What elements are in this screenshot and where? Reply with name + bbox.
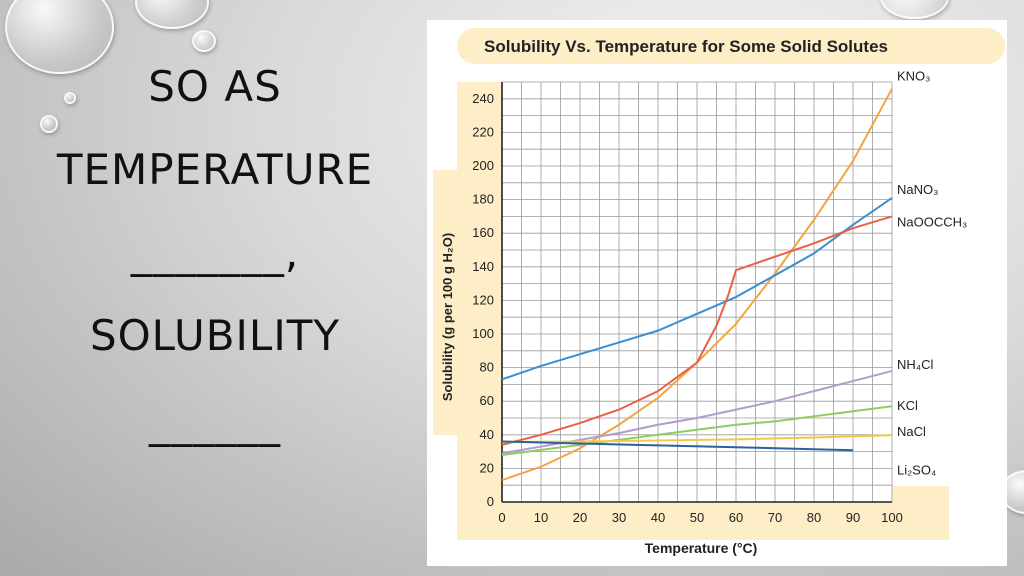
y-tick-label: 120	[472, 292, 494, 307]
decorative-bubble	[192, 30, 216, 52]
series-label: NaOOCCH₃	[897, 214, 967, 229]
decorative-bubble	[64, 92, 76, 104]
y-tick-label: 160	[472, 225, 494, 240]
series-label: NaCl	[897, 424, 926, 439]
x-tick-labels: 0 10 20 30 40 50 60 70 80 90 100	[498, 510, 902, 525]
series-label: KCl	[897, 398, 918, 413]
x-axis-label: Temperature (°C)	[645, 540, 758, 556]
y-tick-labels: 0 20 40 60 80 100 120 140 160 180 200 220 240	[472, 91, 494, 509]
y-tick-label: 0	[487, 494, 494, 509]
chart-title: Solubility Vs. Temperature for Some Soli…	[484, 37, 888, 56]
decorative-bubble	[40, 115, 58, 133]
y-tick-label: 20	[480, 460, 494, 475]
ylabel-band	[433, 170, 461, 435]
series-line	[501, 197, 893, 381]
x-tick-label: 80	[807, 510, 821, 525]
title-banner	[457, 28, 1005, 64]
series-lines	[501, 88, 893, 482]
decorative-bubble	[135, 0, 209, 29]
y-tick-label: 240	[472, 91, 494, 106]
x-tick-label: 50	[690, 510, 704, 525]
y-tick-label: 220	[472, 124, 494, 139]
y-tick-label: 60	[480, 393, 494, 408]
series-line	[501, 440, 854, 452]
series-line	[501, 434, 893, 444]
series-label: NaNO₃	[897, 182, 938, 197]
chart-panel: Solubility Vs. Temperature for Some Soli…	[427, 20, 1007, 566]
x-tick-label: 10	[534, 510, 548, 525]
x-tick-label: 60	[729, 510, 743, 525]
decorative-bubble	[880, 0, 949, 19]
y-tick-label: 180	[472, 192, 494, 207]
slide-line-4: SOLUBILITY	[89, 311, 341, 360]
series-labels: KNO₃ NaNO₃ NaOOCCH₃ NH₄Cl KCl NaCl Li₂SO₄	[897, 69, 967, 478]
y-tick-label: 100	[472, 326, 494, 341]
series-label: KNO₃	[897, 69, 930, 84]
y-axis-label: Solubility (g per 100 g H₂O)	[440, 233, 455, 401]
y-tick-label: 200	[472, 158, 494, 173]
series-label: Li₂SO₄	[897, 462, 936, 477]
x-tick-label: 70	[768, 510, 782, 525]
left-band	[457, 82, 502, 506]
y-tick-label: 140	[472, 259, 494, 274]
grid	[501, 81, 893, 503]
slide-line-1: SO AS	[148, 62, 282, 111]
slide-line-5: ______	[149, 398, 281, 447]
series-line	[501, 215, 893, 446]
solubility-chart: Solubility Vs. Temperature for Some Soli…	[433, 28, 1005, 556]
y-tick-label: 40	[480, 427, 494, 442]
series-label: NH₄Cl	[897, 357, 933, 372]
series-line	[501, 405, 893, 456]
slide-line-3: _______,	[130, 228, 300, 277]
x-tick-label: 30	[612, 510, 626, 525]
x-tick-label: 0	[498, 510, 505, 525]
x-tick-label: 100	[881, 510, 903, 525]
x-tick-label: 90	[846, 510, 860, 525]
x-tick-label: 40	[651, 510, 665, 525]
y-tick-label: 80	[480, 360, 494, 375]
slide-line-2: TEMPERATURE	[56, 145, 374, 194]
x-tick-label: 20	[573, 510, 587, 525]
